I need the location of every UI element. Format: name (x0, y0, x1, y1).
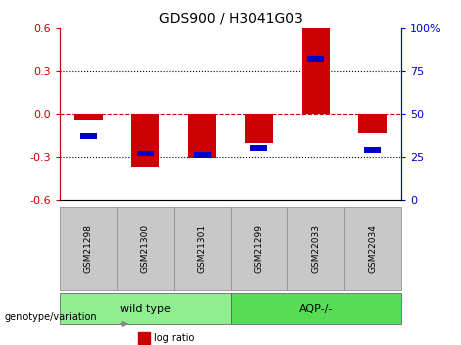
Bar (174, 207, 230, 290)
Bar (80, 134, 97, 139)
Bar (138, 332, 150, 345)
Bar (307, 56, 324, 61)
Text: GSM22033: GSM22033 (311, 224, 320, 273)
Bar (60, 293, 230, 324)
Text: GSM21300: GSM21300 (141, 224, 150, 273)
Text: GSM21301: GSM21301 (198, 224, 207, 273)
Title: GDS900 / H3041G03: GDS900 / H3041G03 (159, 11, 302, 25)
Bar (344, 207, 401, 290)
Text: GSM22034: GSM22034 (368, 224, 377, 273)
Bar (74, 114, 102, 120)
Text: GSM21299: GSM21299 (254, 224, 263, 273)
Text: GSM21298: GSM21298 (84, 224, 93, 273)
Bar (60, 207, 117, 290)
Bar (230, 293, 401, 324)
Bar (117, 207, 174, 290)
Bar (364, 147, 381, 153)
Bar (194, 152, 211, 158)
Bar (188, 114, 216, 158)
Bar (131, 114, 160, 167)
Bar (245, 114, 273, 142)
Bar (287, 207, 344, 290)
Bar (358, 114, 387, 132)
Bar (250, 146, 267, 151)
Bar (301, 28, 330, 114)
Text: AQP-/-: AQP-/- (299, 304, 333, 314)
Text: log ratio: log ratio (154, 333, 195, 343)
Bar (230, 207, 287, 290)
Text: wild type: wild type (120, 304, 171, 314)
Bar (136, 151, 154, 156)
Text: genotype/variation: genotype/variation (5, 312, 97, 322)
